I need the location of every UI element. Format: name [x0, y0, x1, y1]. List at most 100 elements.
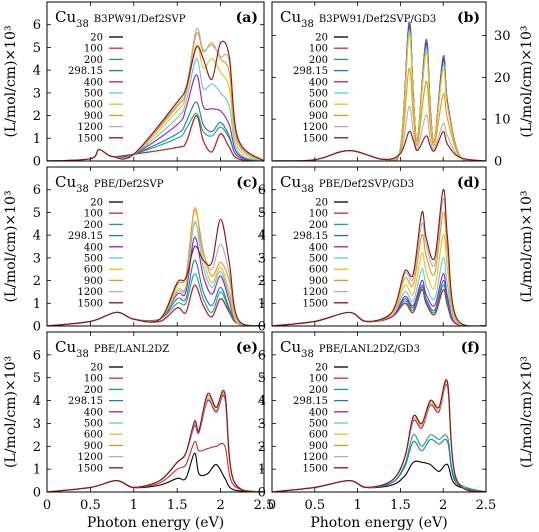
y-axis-label: (L/mol/cm)×10³ [519, 356, 535, 468]
legend-label: 1500 [78, 463, 103, 474]
panel-a: 0 1 2 3 4 5 6 Cu38 B3PW91/Def2SVP (a) 20100200298.… [3, 1, 265, 170]
y-tick-label: 4 [258, 394, 266, 409]
y-tick-label: 0 [258, 320, 266, 335]
series-line-298-15 [47, 395, 264, 492]
legend-label: 900 [309, 441, 328, 452]
panel-title: Cu38 PBE/Def2SVP/GD3 [280, 173, 414, 195]
series-line-400 [47, 395, 264, 492]
legend-label: 200 [309, 220, 328, 231]
series-line-1500 [272, 130, 486, 161]
legend-label: 1200 [303, 122, 328, 133]
legend-label: 900 [309, 276, 328, 287]
panel-label: (b) [457, 10, 480, 26]
legend-label: 100 [84, 44, 103, 55]
x-tick-label: 2 [439, 498, 447, 513]
legend-label: 298.15 [68, 396, 103, 407]
legend-label: 600 [309, 265, 328, 276]
y-axis-label: (L/mol/cm)×10³ [519, 25, 535, 137]
x-axis-label: Photon energy (eV) [310, 515, 447, 531]
curves [47, 27, 264, 161]
y-tick-label: 6 [258, 183, 266, 198]
legend-label: 900 [84, 441, 103, 452]
legend-label: 500 [309, 89, 328, 100]
y-tick-label: 4 [33, 229, 41, 244]
x-tick-label: 0.5 [80, 498, 101, 513]
legend-label: 20 [315, 33, 328, 44]
series-line-1500 [272, 379, 486, 492]
legend-label: 20 [90, 33, 103, 44]
legend-label: 1500 [303, 298, 328, 309]
panel-label: (d) [457, 175, 480, 191]
y-axis-label: (L/mol/cm)×10³ [3, 25, 19, 137]
panel-title: Cu38 B3PW91/Def2SVP [55, 8, 186, 30]
series-line-1500 [47, 40, 264, 161]
curves [272, 189, 486, 326]
series-line-500 [47, 392, 264, 492]
legend-label: 200 [84, 385, 103, 396]
legend-label: 900 [309, 111, 328, 122]
y-tick-label: 5 [33, 206, 41, 221]
panel-title: Cu38 PBE/LANL2DZ/GD3 [280, 338, 420, 360]
y-axis-label: (L/mol/cm)×10³ [519, 190, 535, 302]
legend-label: 100 [309, 374, 328, 385]
y-tick-label: 2 [258, 440, 266, 455]
legend-label: 298.15 [293, 231, 328, 242]
y-tick-label: 1 [258, 463, 266, 478]
legend-label: 500 [84, 419, 103, 430]
legend-label: 20 [315, 363, 328, 374]
legend-label: 200 [309, 55, 328, 66]
y-axis-label: (L/mol/cm)×10³ [3, 190, 19, 302]
y-axis-label: (L/mol/cm)×10³ [3, 356, 19, 468]
plot-frame [271, 1, 487, 162]
legend-label: 200 [84, 220, 103, 231]
legend-label: 100 [309, 44, 328, 55]
legend-label: 1500 [78, 298, 103, 309]
x-tick-label: 2.5 [476, 498, 497, 513]
legend-label: 500 [309, 254, 328, 265]
legend-label: 1500 [303, 133, 328, 144]
legend-label: 500 [309, 419, 328, 430]
y-tick-label: 6 [33, 183, 41, 198]
curves [272, 379, 486, 492]
y-tick-label: 6 [33, 348, 41, 363]
legend-label: 200 [84, 55, 103, 66]
panel-label: (a) [236, 10, 258, 26]
y-tick-label: 3 [33, 251, 41, 266]
y-tick-label: 1 [33, 297, 41, 312]
legend-label: 600 [84, 430, 103, 441]
legend-label: 600 [84, 265, 103, 276]
legend-label: 20 [90, 198, 103, 209]
legend-label: 1200 [303, 452, 328, 463]
legend-label: 1200 [78, 122, 103, 133]
plot-frame [271, 166, 487, 327]
y-tick-label: 0 [33, 155, 41, 170]
legend-label: 600 [309, 100, 328, 111]
x-tick-label: 1.5 [390, 498, 411, 513]
legend-label: 400 [84, 242, 103, 253]
y-tick-label: 1 [33, 132, 41, 147]
y-tick-label: 3 [33, 417, 41, 432]
curves [47, 390, 264, 492]
x-tick-label: 0.5 [304, 498, 325, 513]
y-tick-label: 0 [494, 155, 502, 170]
y-tick-label: 4 [33, 394, 41, 409]
legend-label: 500 [84, 89, 103, 100]
legend-label: 400 [84, 407, 103, 418]
y-tick-label: 2 [33, 274, 41, 289]
x-tick-label: 2 [216, 498, 224, 513]
plot-frame [46, 331, 265, 493]
series-line-1500 [272, 189, 486, 326]
series-line-1500 [47, 390, 264, 492]
y-tick-label: 0 [258, 486, 266, 501]
y-tick-label: 6 [258, 348, 266, 363]
legend-label: 298.15 [293, 66, 328, 77]
legend-label: 200 [309, 385, 328, 396]
y-tick-label: 4 [33, 64, 41, 79]
x-tick-label: 1 [353, 498, 361, 513]
y-tick-label: 1 [33, 463, 41, 478]
